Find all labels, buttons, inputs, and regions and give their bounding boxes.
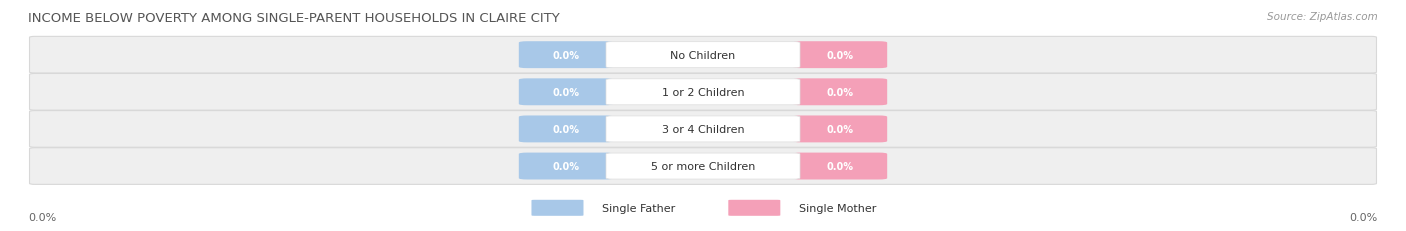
- FancyBboxPatch shape: [793, 79, 887, 106]
- Text: 0.0%: 0.0%: [553, 50, 579, 61]
- Text: 0.0%: 0.0%: [827, 87, 853, 97]
- FancyBboxPatch shape: [793, 153, 887, 180]
- Text: 0.0%: 0.0%: [1350, 212, 1378, 222]
- Text: No Children: No Children: [671, 50, 735, 61]
- Text: 0.0%: 0.0%: [827, 161, 853, 171]
- Text: 0.0%: 0.0%: [553, 161, 579, 171]
- FancyBboxPatch shape: [606, 153, 800, 179]
- FancyBboxPatch shape: [519, 116, 613, 143]
- Text: 0.0%: 0.0%: [553, 87, 579, 97]
- Text: 0.0%: 0.0%: [28, 212, 56, 222]
- Text: INCOME BELOW POVERTY AMONG SINGLE-PARENT HOUSEHOLDS IN CLAIRE CITY: INCOME BELOW POVERTY AMONG SINGLE-PARENT…: [28, 12, 560, 24]
- FancyBboxPatch shape: [519, 153, 613, 180]
- Text: 5 or more Children: 5 or more Children: [651, 161, 755, 171]
- Text: 1 or 2 Children: 1 or 2 Children: [662, 87, 744, 97]
- FancyBboxPatch shape: [606, 43, 800, 68]
- FancyBboxPatch shape: [606, 116, 800, 142]
- Text: 0.0%: 0.0%: [827, 50, 853, 61]
- FancyBboxPatch shape: [519, 42, 613, 69]
- Text: Single Mother: Single Mother: [799, 203, 876, 213]
- FancyBboxPatch shape: [30, 148, 1376, 185]
- FancyBboxPatch shape: [30, 111, 1376, 148]
- FancyBboxPatch shape: [728, 200, 780, 216]
- FancyBboxPatch shape: [793, 116, 887, 143]
- FancyBboxPatch shape: [793, 42, 887, 69]
- FancyBboxPatch shape: [30, 74, 1376, 111]
- FancyBboxPatch shape: [531, 200, 583, 216]
- FancyBboxPatch shape: [606, 79, 800, 105]
- Text: 0.0%: 0.0%: [553, 124, 579, 134]
- FancyBboxPatch shape: [519, 79, 613, 106]
- Text: 3 or 4 Children: 3 or 4 Children: [662, 124, 744, 134]
- Text: 0.0%: 0.0%: [827, 124, 853, 134]
- Text: Single Father: Single Father: [602, 203, 675, 213]
- Text: Source: ZipAtlas.com: Source: ZipAtlas.com: [1267, 12, 1378, 21]
- FancyBboxPatch shape: [30, 37, 1376, 74]
